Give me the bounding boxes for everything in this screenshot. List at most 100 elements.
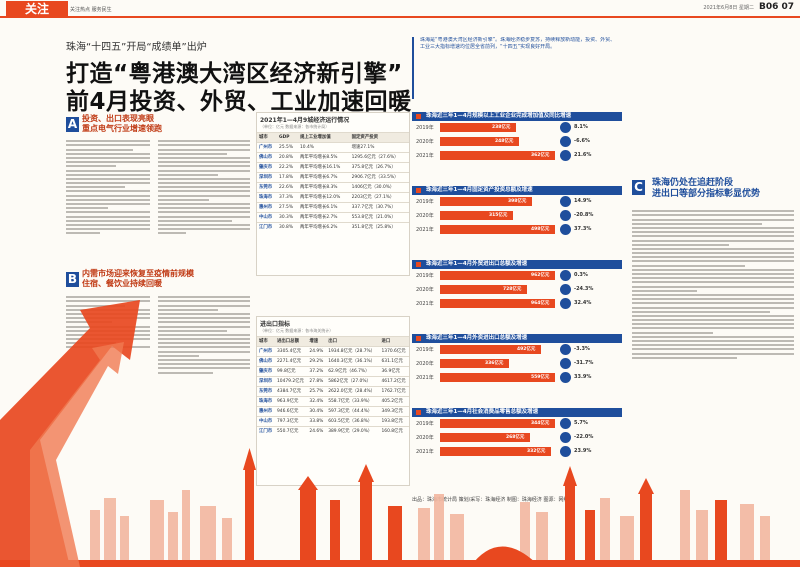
table-cell: 30.8% xyxy=(277,222,298,232)
growth-dot-icon xyxy=(560,210,571,221)
table-cell: 32.4% xyxy=(307,396,327,407)
category-label: 2021年 xyxy=(416,301,434,307)
category-label: 2021年 xyxy=(416,449,434,455)
table-2-title: 进出口指标 xyxy=(260,321,291,328)
table-cell: 946.6亿元 xyxy=(275,406,308,417)
category-label: 2019年 xyxy=(416,199,434,205)
chart-title: 珠海近三年1—4月固定资产投资总额及增速 xyxy=(412,186,622,195)
bar-value-label: 268亿元 xyxy=(506,435,525,440)
growth-label: 14.9% xyxy=(574,198,592,204)
table2-header-1: 进出口总额 xyxy=(275,336,308,347)
table-cell: 99.8亿元 xyxy=(275,366,308,377)
bar xyxy=(440,197,532,206)
bar-value-label: 559亿元 xyxy=(531,375,550,380)
chart-title: 珠海近三年1—4月社会消费品零售总额及增速 xyxy=(412,408,622,417)
table-cell: 两年平均增长8.5% xyxy=(297,152,350,163)
city-name: 广州市 xyxy=(257,142,278,153)
table-1-title: 2021年1—4月9城经济运行情况 xyxy=(260,117,350,124)
bar-value-label: 238亿元 xyxy=(492,125,511,130)
table2-header-3: 出口 xyxy=(326,336,380,347)
table-cell: 4384.7亿元 xyxy=(275,386,308,397)
table-cell: 22.2% xyxy=(277,162,298,173)
section-a-heading-1: 投资、出口表现亮眼 xyxy=(82,114,154,123)
section-b-heading-2: 住宿、餐饮业持续回暖 xyxy=(82,279,162,288)
growth-label: 0.3% xyxy=(574,272,588,278)
bar xyxy=(440,211,513,220)
city-name: 江门市 xyxy=(257,222,278,232)
growth-label: 37.3% xyxy=(574,226,592,232)
category-label: 2019年 xyxy=(416,421,434,427)
chart-row: 2019年 962亿元 0.3% xyxy=(412,269,622,283)
table-cell: 24.9% xyxy=(307,346,327,357)
table-row: 东莞市 22.6% 两年平均增长8.3% 1406亿元（30.0%） xyxy=(257,182,409,193)
category-label: 2020年 xyxy=(416,139,434,145)
growth-label: -24.3% xyxy=(574,286,594,292)
section-c-heading-2: 进出口等部分指标彰显优势 xyxy=(652,189,761,199)
bar-value-label: 398亿元 xyxy=(508,199,527,204)
growth-dot-icon xyxy=(560,270,571,281)
category-label: 2020年 xyxy=(416,287,434,293)
growth-dot-icon xyxy=(560,358,571,369)
table-row: 中山市 30.3% 两年平均增长2.7% 553.8亿元（21.0%） xyxy=(257,212,409,223)
table-row: 佛山市 2271.4亿元 29.2% 1640.3亿元（36.1%） 631.1亿元 xyxy=(257,356,409,367)
chart-row: 2020年 728亿元 -24.3% xyxy=(412,283,622,297)
growth-label: -3.3% xyxy=(574,346,590,352)
bar-value-label: 964亿元 xyxy=(531,301,550,306)
table2-header-2: 增速 xyxy=(307,336,327,347)
bullet-icon xyxy=(416,262,421,267)
growth-dot-icon xyxy=(560,298,571,309)
chart-title-text: 珠海近三年1—4月规模以上工业企业完成增加值及同比增速 xyxy=(426,113,572,119)
table-cell: 3305.4亿元 xyxy=(275,346,308,357)
category-label: 2021年 xyxy=(416,153,434,159)
chart-row: 2021年 332亿元 23.9% xyxy=(412,445,622,459)
section-a-letter: A xyxy=(66,117,79,132)
table-row: 惠州市 946.6亿元 30.4% 597.3亿元（44.4%） 349.3亿元 xyxy=(257,406,409,417)
chart-title: 珠海近三年1—4月外资进出口总额及增速 xyxy=(412,334,622,343)
table-cell: 增速27.1% xyxy=(349,142,409,153)
table-row: 广州市 25.5% 10.4% 增速27.1% xyxy=(257,142,409,153)
section-a-heading-2: 重点电气行业增速领跑 xyxy=(82,124,162,133)
city-economy-table: 2021年1—4月9城经济运行情况 （单位：亿元 数据来源：各市统计局） 城市 G… xyxy=(256,112,410,276)
credit-line: 出品：珠海市统计局 策划/采写：珠海经济 制图：珠海经济 图源：网络 xyxy=(412,497,569,503)
growth-label: -22.0% xyxy=(574,434,594,440)
table-row: 肇庆市 99.8亿元 37.2% 62.9亿元（46.7%） 36.9亿元 xyxy=(257,366,409,377)
growth-dot-icon xyxy=(560,432,571,443)
table-cell: 37.2% xyxy=(307,366,327,377)
table-cell: 10.4% xyxy=(297,142,350,153)
table-cell: 1295.6亿元（27.6%） xyxy=(349,152,409,163)
charts-column: 珠海近三年1—4月规模以上工业企业完成增加值及同比增速 2019年 238亿元 8.1… xyxy=(412,112,622,492)
category-label: 2020年 xyxy=(416,435,434,441)
city-name: 惠州市 xyxy=(257,406,275,417)
issue-date: 2021年6月8日 星期二 xyxy=(703,5,754,11)
table-cell: 33.8% xyxy=(307,416,327,427)
table-row: 珠海市 37.3% 两年平均增长12.0% 2203亿元（27.1%） xyxy=(257,192,409,203)
table-cell: 30.3% xyxy=(277,212,298,223)
table-cell: 553.8亿元（21.0%） xyxy=(349,212,409,223)
bar xyxy=(440,419,555,428)
growth-dot-icon xyxy=(560,418,571,429)
growth-label: 5.7% xyxy=(574,420,588,426)
city-name: 肇庆市 xyxy=(257,162,278,173)
bar xyxy=(440,285,527,294)
city-name: 佛山市 xyxy=(257,152,278,163)
table-cell: 797.3亿元 xyxy=(275,416,308,427)
section-b-letter: B xyxy=(66,272,79,287)
table-cell: 2622.0亿元（28.4%） xyxy=(326,386,380,397)
table-cell: 963.9亿元 xyxy=(275,396,308,407)
section-a-body-col-2 xyxy=(158,138,250,298)
bar-chart-1: 珠海近三年1—4月规模以上工业企业完成增加值及同比增速 2019年 238亿元 8.1… xyxy=(412,112,622,163)
chart-row: 2019年 238亿元 8.1% xyxy=(412,121,622,135)
table-cell: 20.8% xyxy=(277,152,298,163)
headline-line-2: 前4月投资、外贸、工业加速回暖 xyxy=(66,89,412,115)
table-cell: 2271.4亿元 xyxy=(275,356,308,367)
chart-title-text: 珠海近三年1—4月社会消费品零售总额及增速 xyxy=(426,409,539,415)
growth-dot-icon xyxy=(560,372,571,383)
chart-title-text: 珠海近三年1—4月外贸进出口总额及增速 xyxy=(426,261,528,267)
bar-chart-4: 珠海近三年1—4月外资进出口总额及增速 2019年 492亿元 -3.3% 2020年 3… xyxy=(412,334,622,385)
table-cell: 25.7% xyxy=(307,386,327,397)
chart-row: 2020年 248亿元 -6.6% xyxy=(412,135,622,149)
chart-row: 2021年 362亿元 21.6% xyxy=(412,149,622,163)
masthead: 关注 关注热点 服务民生 2021年6月8日 星期二 B06 07 xyxy=(0,0,800,18)
bar xyxy=(440,433,530,442)
section-c-heading: 珠海仍处在追赶阶段 进出口等部分指标彰显优势 xyxy=(652,178,760,200)
